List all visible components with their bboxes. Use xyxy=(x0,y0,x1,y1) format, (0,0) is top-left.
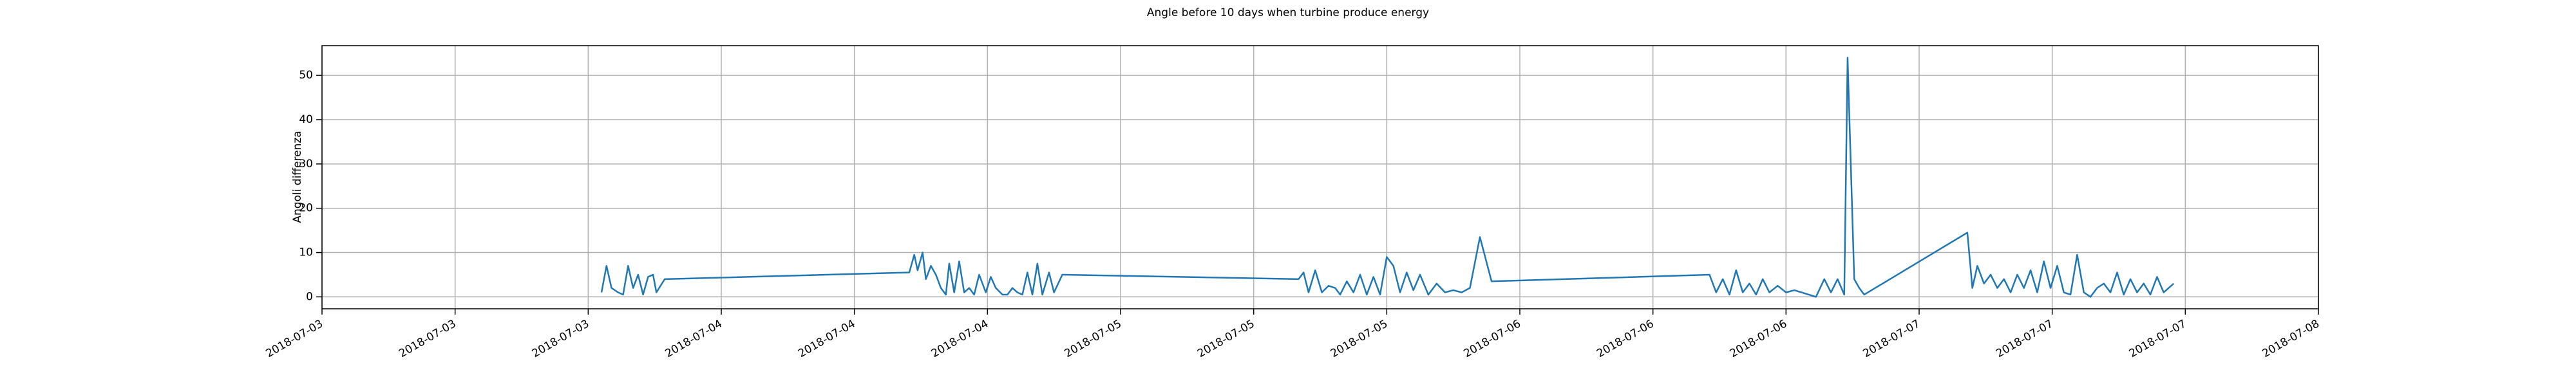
x-tick-label: 2018-07-04 xyxy=(796,317,858,360)
data-line xyxy=(600,57,2175,298)
x-tick-label: 2018-07-05 xyxy=(1062,317,1124,360)
x-tick-label: 2018-07-06 xyxy=(1728,317,1790,360)
x-tick-label: 2018-07-04 xyxy=(929,317,991,360)
x-tick-label: 2018-07-04 xyxy=(663,317,724,360)
x-tick-label: 2018-07-03 xyxy=(530,317,592,360)
y-tick-label: 20 xyxy=(299,202,313,215)
plot-frame xyxy=(321,45,2319,309)
chart-title: Angle before 10 days when turbine produc… xyxy=(1147,6,1429,19)
x-tick-label: 2018-07-07 xyxy=(1861,317,1922,360)
x-tick-label: 2018-07-06 xyxy=(1595,317,1656,360)
x-tick-label: 2018-07-08 xyxy=(2260,317,2322,360)
x-tick-label: 2018-07-07 xyxy=(1994,317,2056,360)
y-tick-label: 0 xyxy=(306,290,313,303)
x-tick-label: 2018-07-03 xyxy=(263,317,325,360)
y-axis-label: Angoli differenza xyxy=(291,131,304,223)
y-tick-label: 50 xyxy=(299,69,313,82)
x-tick-label: 2018-07-05 xyxy=(1195,317,1257,360)
y-tick-label: 40 xyxy=(299,113,313,126)
y-tick-label: 10 xyxy=(299,246,313,259)
x-tick-label: 2018-07-06 xyxy=(1461,317,1523,360)
y-tick-label: 30 xyxy=(299,158,313,170)
x-tick-label: 2018-07-05 xyxy=(1329,317,1390,360)
x-tick-label: 2018-07-07 xyxy=(2127,317,2189,360)
x-tick-label: 2018-07-03 xyxy=(397,317,459,360)
